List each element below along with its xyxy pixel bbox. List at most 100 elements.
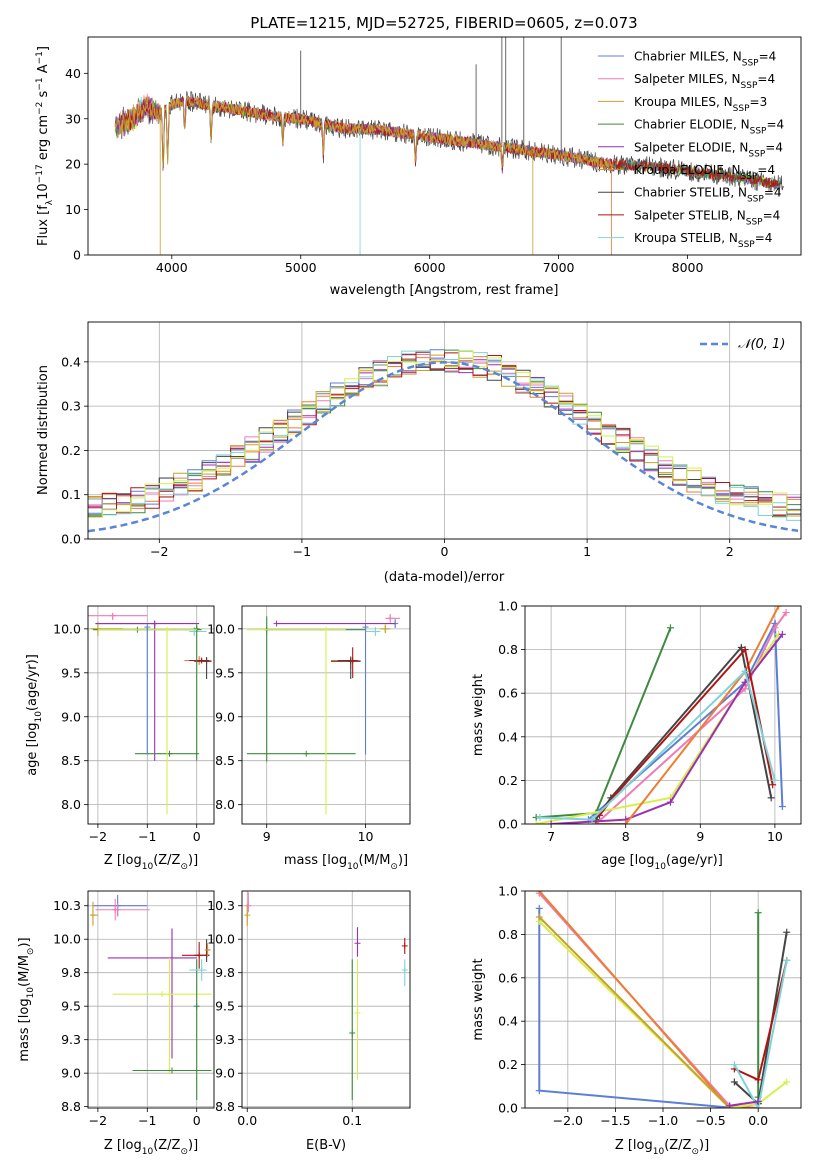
y-tick-label: 0.0 (498, 1101, 518, 1116)
weight-line (587, 619, 784, 821)
age-vs-Z-xlabel-part: 10 (142, 862, 154, 872)
x-tick-label: −1 (138, 829, 156, 844)
y-tick-label: 30 (65, 111, 81, 126)
y-tick-label: 10.3 (207, 898, 235, 913)
legend-label-part: =4 (757, 72, 775, 86)
panel-spectrum: 4000 5000 6000 7000 8000 0 10 20 30 40 (65, 36, 802, 275)
weight-line (733, 960, 788, 1108)
plot-area-mass-vs-Z (89, 895, 212, 1100)
y-tick-label: 9.3 (61, 1032, 81, 1047)
x-tick-label: 7 (547, 829, 555, 844)
spectrum-ylabel-part: A (36, 64, 51, 77)
age-vs-mass-xlabel-part: (M/M (359, 853, 391, 868)
x-tick-label: 6000 (414, 260, 446, 275)
spectrum-ylabel-part: ] (36, 46, 51, 51)
legend-label-part: =4 (766, 118, 784, 132)
legend-label-part: Salpeter ELODIE, N (634, 140, 748, 154)
age-vs-mass-xlabel-part: )] (398, 853, 408, 868)
y-tick-label: 9.8 (61, 965, 81, 980)
spectrum-ylabel: Flux [fλ10−17 erg cm−2 s−1 A−1] (35, 46, 55, 246)
mass-vs-Z-xlabel-part: 10 (142, 1147, 154, 1157)
y-tick-label: 9.0 (215, 1066, 235, 1081)
y-tick-label: 9.0 (61, 1066, 81, 1081)
age-vs-Z-xlabel: Z [log10(Z/Z⊙)] (104, 853, 198, 872)
legend-label: Chabrier MILES, NSSP=4 (634, 50, 776, 69)
y-tick-label: 8.8 (61, 1099, 81, 1114)
y-tick-label: 0.2 (498, 1057, 518, 1072)
y-tick-label: 1.0 (498, 884, 518, 899)
weight-line (538, 892, 759, 1108)
mass-vs-Z-xlabel: Z [log10(Z/Z⊙)] (104, 1138, 198, 1157)
spectrum-ylabel-part: s (36, 90, 51, 101)
panel-age-vs-mass: 9 10 8.0 8.5 9.0 9.5 10.0 (207, 605, 411, 844)
legend-label-part: SSP (741, 81, 758, 91)
spectrum-ylabel-part: λ (45, 199, 55, 205)
spectrum-ylabel-part: −2 (35, 102, 45, 115)
y-tick-label: 0.4 (61, 354, 81, 369)
axes-frame (241, 890, 411, 1109)
y-tick-label: 9.0 (61, 709, 81, 724)
y-tick-label: 9.5 (61, 665, 81, 680)
legend-label: Salpeter ELODIE, NSSP=4 (634, 140, 783, 159)
y-tick-label: 9.5 (215, 665, 235, 680)
legend-label-part: SSP (741, 172, 758, 182)
legend-label-part: Kroupa ELODIE, N (634, 163, 741, 177)
y-tick-label: 10.0 (207, 932, 235, 947)
legend-label: Kroupa ELODIE, NSSP=4 (634, 163, 775, 182)
mass-vs-Z-xlabel-part: ⊙ (180, 1147, 188, 1157)
axes-frame (87, 321, 802, 540)
x-tick-label: 10 (358, 829, 374, 844)
mass-vs-Z-xlabel-part: )] (188, 1138, 198, 1153)
mass-weight-vs-age-ylabel: mass weight (471, 674, 486, 756)
y-tick-label: 0.8 (498, 927, 518, 942)
panel-residuals: −2 −1 0 1 2 0.0 0.1 0.2 0.3 0.4 (61, 321, 802, 559)
mass-weight-vs-Z-xlabel-part: Z [log (615, 1138, 653, 1153)
axes-frame (524, 605, 802, 825)
spectrum-ylabel-part: Flux [f (36, 205, 51, 246)
residuals-xlabel: (data-model)/error (384, 570, 505, 585)
panel-age-vs-Z: −2 −1 0 8.0 8.5 9.0 9.5 10.0 (53, 605, 215, 844)
legend-label-part: =3 (750, 95, 768, 109)
figure-title: PLATE=1215, MJD=52725, FIBERID=0605, z=0… (250, 14, 637, 32)
legend-label-part: SSP (746, 217, 763, 227)
residuals-ylabel: Normed distribution (36, 365, 51, 495)
plot-area-spectrum (114, 37, 785, 255)
spectrum-line (114, 96, 614, 168)
legend-label-part: =4 (765, 140, 783, 154)
legend-label-part: Kroupa MILES, N (634, 95, 733, 109)
age-vs-Z-ylabel-part: 10 (34, 711, 44, 723)
weight-line (536, 627, 672, 819)
y-tick-label: 9.0 (215, 709, 235, 724)
y-tick-label: 8.0 (215, 797, 235, 812)
weight-line (538, 916, 731, 1108)
weight-line (729, 1100, 759, 1107)
legend-gaussian-label: 𝒩(0, 1) (738, 337, 785, 352)
y-tick-label: 0 (73, 248, 81, 263)
y-tick-label: 8.8 (215, 1099, 235, 1114)
x-tick-label: −0.5 (695, 1113, 725, 1128)
x-tick-label: 1 (583, 544, 591, 559)
y-tick-label: 0.2 (498, 773, 518, 788)
y-tick-label: 8.0 (61, 797, 81, 812)
plot-area-age-vs-mass (246, 613, 401, 815)
axes-frame (87, 605, 215, 825)
mass-vs-Z-ylabel-part: mass [log (17, 998, 32, 1061)
legend-label-part: Chabrier MILES, N (634, 50, 742, 64)
panel-mass-vs-Z: −2 −1 0 8.8 9.0 9.3 9.5 9.8 10.0 10.3 (53, 890, 215, 1128)
age-vs-Z-xlabel-part: Z [log (104, 853, 142, 868)
plot-area-mass-weight-vs-age (532, 606, 790, 824)
age-vs-Z-xlabel-part: )] (188, 853, 198, 868)
legend-label-part: SSP (742, 59, 759, 69)
mass-weight-vs-Z-xlabel-part: ⊙ (691, 1147, 699, 1157)
plot-area-age-vs-Z (88, 612, 212, 815)
legend-label: Kroupa MILES, NSSP=3 (634, 95, 767, 114)
x-tick-label: 7000 (543, 260, 575, 275)
x-tick-label: 0 (193, 1113, 201, 1128)
weight-line (595, 611, 787, 824)
y-tick-label: 8.5 (61, 753, 81, 768)
panel-mass-weight-vs-Z: −2.0 −1.5 −1.0 −0.5 0.0 0.0 0.2 0.4 0.6 0.8 1.0 (498, 884, 802, 1128)
x-tick-label: −1 (138, 1113, 156, 1128)
x-tick-label: −1.5 (600, 1113, 630, 1128)
age-vs-mass-xlabel-part: ⊙ (390, 862, 398, 872)
spectrum-line (116, 96, 613, 174)
